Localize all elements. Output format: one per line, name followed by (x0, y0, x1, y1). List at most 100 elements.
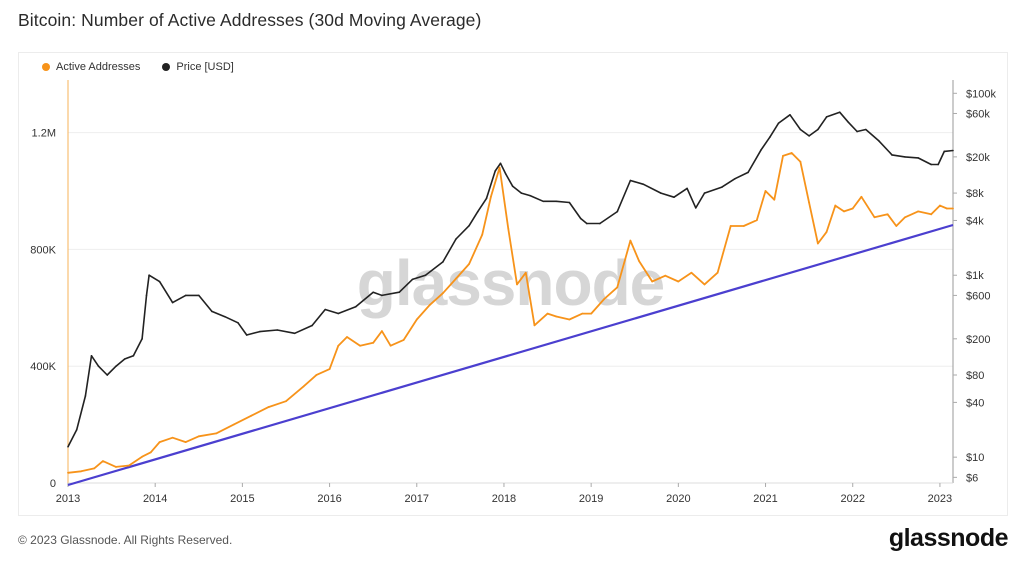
chart-legend[interactable]: Active Addresses Price [USD] (42, 61, 234, 73)
point-price (372, 291, 374, 294)
point-active-addresses (664, 274, 667, 277)
point-active-addresses (128, 464, 130, 467)
x-tick-label: 2013 (56, 493, 80, 505)
point-price (529, 194, 531, 197)
point-price (789, 114, 791, 116)
point-active-addresses (442, 292, 444, 295)
point-price (398, 291, 401, 294)
point-price (245, 334, 248, 336)
page-title: Bitcoin: Number of Active Addresses (30d… (18, 10, 482, 30)
point-price (123, 358, 126, 360)
point-price (197, 294, 200, 297)
point-price (520, 192, 523, 194)
point-active-addresses (616, 286, 619, 289)
point-price (694, 207, 697, 209)
point-price (84, 395, 87, 397)
point-price (769, 136, 771, 138)
point-price (141, 338, 143, 340)
point-active-addresses (141, 455, 144, 458)
point-price (511, 185, 514, 188)
point-active-addresses (498, 166, 501, 169)
point-price (891, 154, 893, 156)
point-price (184, 294, 187, 297)
point-price (354, 305, 357, 308)
x-tick-label: 2018 (492, 493, 516, 505)
point-price (760, 148, 762, 151)
point-active-addresses (402, 339, 405, 341)
point-price (856, 130, 858, 133)
point-active-addresses (603, 298, 606, 300)
point-price (579, 217, 582, 220)
point-active-addresses (389, 344, 392, 347)
point-active-addresses (93, 467, 96, 470)
point-active-addresses (184, 441, 187, 444)
point-price (673, 196, 675, 199)
point-price (381, 294, 383, 297)
point-price (747, 171, 749, 174)
point-active-addresses (629, 239, 632, 242)
point-active-addresses (555, 315, 558, 318)
point-price (734, 177, 736, 180)
point-active-addresses (651, 280, 654, 283)
y-left-tick-label: 400K (30, 361, 56, 373)
point-price (311, 324, 313, 327)
point-price (952, 149, 954, 152)
legend-item-price[interactable]: Price [USD] (162, 61, 234, 73)
point-active-addresses (468, 263, 470, 265)
point-price (67, 446, 69, 448)
point-price (276, 329, 279, 331)
point-price (158, 280, 161, 283)
point-price (171, 301, 174, 304)
point-active-addresses (773, 198, 776, 201)
point-active-addresses (790, 152, 793, 154)
y-right-tick-label: $100k (966, 88, 996, 100)
point-active-addresses (716, 271, 719, 274)
point-price (411, 278, 414, 281)
point-active-addresses (729, 225, 732, 227)
point-active-addresses (825, 230, 828, 233)
point-active-addresses (851, 207, 854, 210)
point-active-addresses (267, 406, 270, 408)
point-active-addresses (302, 385, 305, 388)
point-active-addresses (546, 312, 549, 315)
point-price (721, 186, 723, 188)
x-tick-label: 2015 (230, 493, 254, 505)
point-active-addresses (782, 155, 784, 157)
x-tick-label: 2014 (143, 493, 167, 505)
point-active-addresses (590, 312, 593, 315)
point-price (468, 224, 470, 227)
point-active-addresses (860, 195, 863, 198)
point-price (686, 187, 688, 190)
legend-swatch-price (162, 63, 171, 71)
point-active-addresses (232, 423, 235, 426)
point-active-addresses (952, 207, 954, 210)
x-tick-label: 2017 (405, 493, 429, 505)
point-active-addresses (945, 207, 948, 210)
point-price (817, 128, 819, 131)
point-active-addresses (677, 280, 680, 283)
y-right-tick-label: $200 (966, 334, 990, 346)
point-price (930, 163, 933, 166)
legend-label-active: Active Addresses (56, 61, 141, 73)
point-price (568, 201, 571, 204)
point-active-addresses (250, 414, 253, 417)
point-price (616, 210, 619, 213)
legend-item-active-addresses[interactable]: Active Addresses (42, 61, 140, 73)
point-price (599, 222, 601, 225)
y-right-tick-label: $20k (966, 152, 990, 164)
point-active-addresses (455, 277, 457, 280)
point-active-addresses (115, 466, 117, 468)
point-active-addresses (215, 432, 218, 435)
point-price (499, 162, 502, 165)
point-price (937, 163, 939, 166)
point-active-addresses (346, 336, 348, 338)
point-price (148, 274, 150, 277)
point-price (660, 192, 662, 194)
point-price (132, 355, 135, 357)
y-left-tick-label: 0 (50, 478, 56, 490)
point-price (917, 157, 919, 159)
point-active-addresses (581, 312, 584, 315)
x-tick-label: 2022 (840, 493, 864, 505)
point-active-addresses (489, 195, 492, 198)
